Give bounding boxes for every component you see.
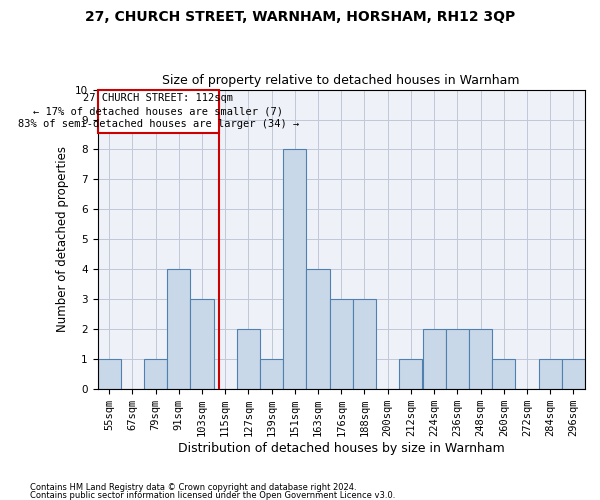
FancyBboxPatch shape <box>97 90 220 133</box>
Bar <box>237 330 260 389</box>
Bar <box>283 150 307 389</box>
Bar <box>422 330 446 389</box>
Bar <box>260 360 283 389</box>
Bar <box>539 360 562 389</box>
Title: Size of property relative to detached houses in Warnham: Size of property relative to detached ho… <box>163 74 520 87</box>
Bar <box>97 360 121 389</box>
Bar <box>307 270 329 389</box>
Bar <box>469 330 492 389</box>
Bar <box>492 360 515 389</box>
Text: Contains public sector information licensed under the Open Government Licence v3: Contains public sector information licen… <box>30 491 395 500</box>
Bar <box>562 360 585 389</box>
Text: 27 CHURCH STREET: 112sqm
← 17% of detached houses are smaller (7)
83% of semi-de: 27 CHURCH STREET: 112sqm ← 17% of detach… <box>18 93 299 130</box>
Text: Contains HM Land Registry data © Crown copyright and database right 2024.: Contains HM Land Registry data © Crown c… <box>30 484 356 492</box>
Bar <box>144 360 167 389</box>
Bar <box>446 330 469 389</box>
Bar <box>399 360 422 389</box>
Bar <box>167 270 190 389</box>
X-axis label: Distribution of detached houses by size in Warnham: Distribution of detached houses by size … <box>178 442 505 455</box>
Y-axis label: Number of detached properties: Number of detached properties <box>56 146 69 332</box>
Bar <box>190 300 214 389</box>
Bar <box>353 300 376 389</box>
Text: 27, CHURCH STREET, WARNHAM, HORSHAM, RH12 3QP: 27, CHURCH STREET, WARNHAM, HORSHAM, RH1… <box>85 10 515 24</box>
Bar <box>329 300 353 389</box>
